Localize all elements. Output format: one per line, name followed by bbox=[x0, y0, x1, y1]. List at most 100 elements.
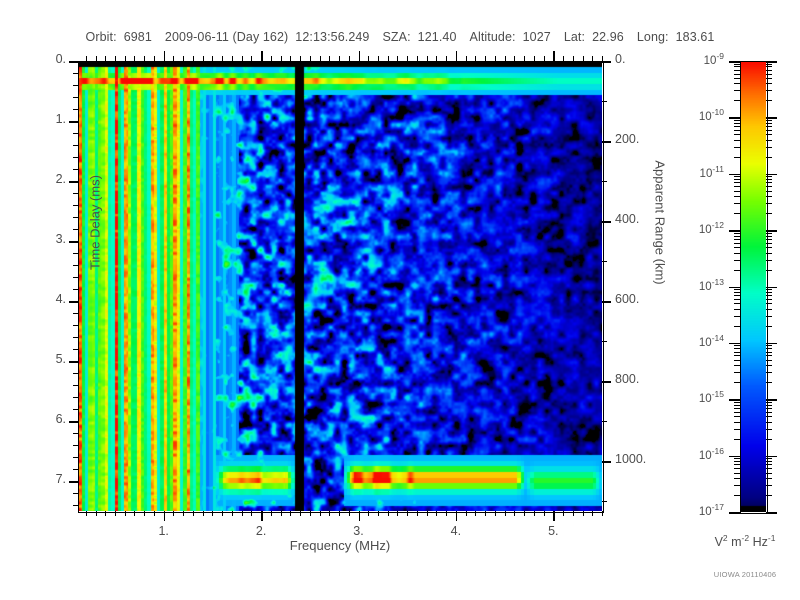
colorbar-minor-tick bbox=[766, 351, 772, 353]
x-minor-tick bbox=[348, 511, 350, 516]
x-top-tick bbox=[358, 51, 360, 61]
y-left-minor-tick bbox=[73, 349, 78, 350]
institution-credit: UIOWA 20110406 bbox=[713, 570, 777, 579]
y-left-major-tick-7 bbox=[69, 481, 78, 483]
x-top-tick bbox=[494, 56, 496, 61]
x-top-tick bbox=[368, 56, 370, 61]
colorbar-minor-tick bbox=[734, 372, 740, 374]
x-minor-tick bbox=[475, 511, 477, 516]
colorbar-minor-tick bbox=[766, 134, 772, 136]
y-left-minor-tick bbox=[73, 85, 78, 86]
x-tick-label-4: 5. bbox=[548, 524, 559, 538]
colorbar-minor-tick bbox=[766, 182, 772, 184]
y-left-tick-label-7: 7. bbox=[55, 472, 66, 486]
colorbar-minor-tick bbox=[734, 421, 740, 423]
colorbar-minor-tick bbox=[734, 464, 740, 466]
colorbar-minor-tick bbox=[766, 190, 772, 192]
colorbar-exponent: -10 bbox=[711, 107, 724, 118]
colorbar-minor-tick bbox=[734, 295, 740, 297]
colorbar-minor-tick bbox=[766, 365, 772, 367]
x-top-tick bbox=[553, 51, 555, 61]
colorbar-minor-tick bbox=[734, 242, 740, 244]
y-left-major-tick-0 bbox=[69, 61, 78, 63]
x-top-tick bbox=[465, 56, 467, 61]
units-hertz: Hz bbox=[752, 535, 768, 550]
y-right-minor-tick bbox=[602, 181, 607, 182]
y-left-tick-label-4: 4. bbox=[55, 292, 66, 306]
colorbar-major-tick-left-8 bbox=[729, 512, 740, 514]
y-right-major-tick-3 bbox=[602, 301, 611, 303]
y-left-minor-tick bbox=[73, 109, 78, 110]
x-top-tick bbox=[339, 56, 341, 61]
colorbar-minor-tick bbox=[734, 407, 740, 409]
x-top-tick bbox=[124, 56, 126, 61]
x-top-tick bbox=[270, 56, 272, 61]
colorbar-base: 10 bbox=[698, 223, 712, 236]
x-top-tick bbox=[436, 56, 438, 61]
colorbar-minor-tick bbox=[766, 461, 772, 463]
colorbar-minor-tick bbox=[734, 129, 740, 131]
colorbar-minor-tick bbox=[734, 156, 740, 158]
colorbar-minor-tick bbox=[734, 238, 740, 240]
x-minor-tick bbox=[202, 511, 204, 516]
colorbar-minor-tick bbox=[766, 468, 772, 470]
x-minor-tick bbox=[602, 511, 603, 516]
y-left-tick-label-3: 3. bbox=[55, 232, 66, 246]
colorbar-minor-tick bbox=[766, 122, 772, 124]
colorbar-minor-tick bbox=[766, 411, 772, 413]
colorbar-minor-tick bbox=[734, 90, 740, 92]
x-top-tick bbox=[572, 56, 574, 61]
colorbar-minor-tick bbox=[734, 63, 740, 65]
altitude-label: Altitude: bbox=[469, 30, 516, 44]
colorbar-minor-tick bbox=[766, 289, 772, 291]
x-minor-tick bbox=[300, 511, 302, 516]
colorbar-tick-label-6: 10-15 bbox=[662, 389, 724, 405]
colorbar-exponent: -9 bbox=[716, 51, 724, 61]
x-minor-tick bbox=[124, 511, 126, 516]
x-minor-tick bbox=[397, 511, 399, 516]
colorbar-minor-tick bbox=[766, 203, 772, 205]
long-value: 183.61 bbox=[675, 30, 715, 44]
y-left-tick-label-1: 1. bbox=[55, 112, 66, 126]
colorbar-minor-tick bbox=[734, 345, 740, 347]
x-major-tick-2 bbox=[358, 511, 360, 521]
colorbar-minor-tick bbox=[766, 438, 772, 440]
colorbar-minor-tick bbox=[734, 382, 740, 384]
y-left-minor-tick bbox=[73, 169, 78, 170]
x-tick-label-0: 1. bbox=[158, 524, 169, 538]
colorbar-minor-tick bbox=[766, 156, 772, 158]
colorbar-tick-label-8: 10-17 bbox=[662, 502, 724, 518]
colorbar-minor-tick bbox=[766, 404, 772, 406]
x-top-tick bbox=[485, 56, 487, 61]
colorbar-minor-tick bbox=[766, 66, 772, 68]
y-right-major-tick-1 bbox=[602, 141, 611, 143]
colorbar-minor-tick bbox=[766, 478, 772, 480]
colorbar-minor-tick bbox=[734, 359, 740, 361]
colorbar-minor-tick bbox=[734, 355, 740, 357]
colorbar-minor-tick bbox=[734, 247, 740, 249]
x-top-tick bbox=[290, 56, 292, 61]
y-right-major-tick-5 bbox=[602, 461, 611, 463]
colorbar-minor-tick bbox=[734, 73, 740, 75]
x-top-tick bbox=[300, 56, 302, 61]
colorbar-minor-tick bbox=[766, 382, 772, 384]
colorbar-minor-tick bbox=[734, 351, 740, 353]
colorbar-minor-tick bbox=[766, 139, 772, 141]
colorbar-minor-tick bbox=[766, 247, 772, 249]
y-left-minor-tick bbox=[73, 133, 78, 134]
x-minor-tick bbox=[582, 511, 584, 516]
colorbar-minor-tick bbox=[766, 303, 772, 305]
y-left-tick-label-5: 5. bbox=[55, 352, 66, 366]
colorbar-minor-tick bbox=[734, 299, 740, 300]
y-left-major-tick-5 bbox=[69, 361, 78, 363]
lat-value: 22.96 bbox=[592, 30, 624, 44]
colorbar-minor-tick bbox=[734, 428, 740, 430]
colorbar-minor-tick bbox=[766, 428, 772, 430]
colorbar-minor-tick bbox=[766, 299, 772, 300]
y-left-minor-tick bbox=[73, 325, 78, 326]
x-minor-tick bbox=[183, 511, 185, 516]
colorbar-base: 10 bbox=[698, 280, 712, 293]
x-minor-tick bbox=[251, 511, 253, 516]
colorbar-minor-tick bbox=[734, 404, 740, 406]
x-minor-tick bbox=[95, 511, 97, 516]
